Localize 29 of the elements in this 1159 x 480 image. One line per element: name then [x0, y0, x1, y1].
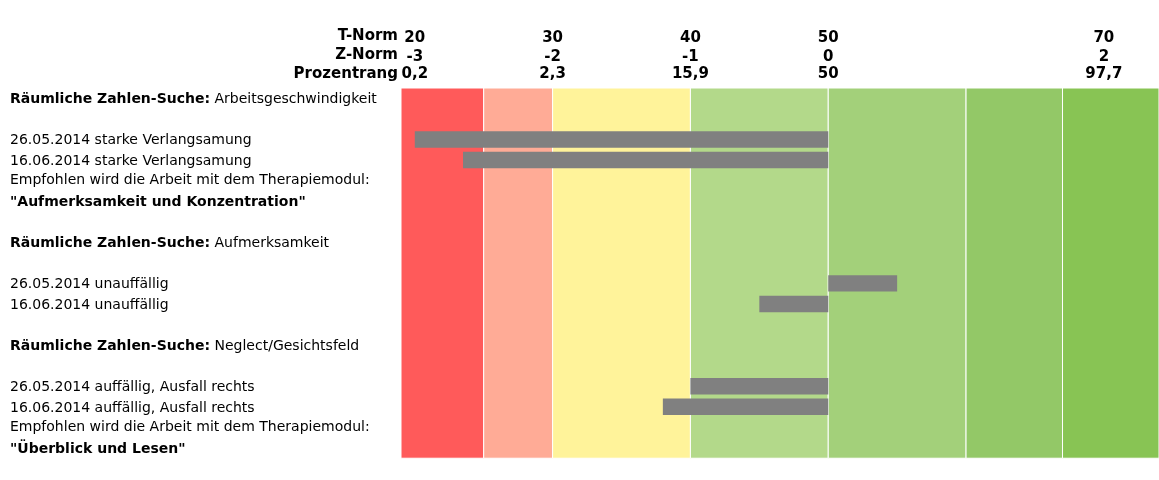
text: 2,3: [539, 63, 566, 82]
y-tick-label: 26.05.2014 unauffällig: [10, 275, 169, 292]
text: 50: [817, 63, 839, 82]
x2-tick-label: -3: [406, 46, 424, 65]
x-tick-label: 30: [542, 27, 564, 46]
text: 15,9: [671, 63, 709, 82]
x2-tick-label: -2: [544, 46, 561, 65]
x-tick-label: 50: [817, 27, 839, 46]
text: 97,7: [1085, 63, 1123, 82]
y-tick-label: 16.06.2014 unauffällig: [10, 295, 169, 312]
x-axis-title: T-Norm: [337, 25, 398, 44]
x-tick-label: 20: [404, 27, 426, 46]
x-tick-label: 40: [679, 27, 701, 46]
x2-tick-label: 0: [823, 46, 834, 65]
y-tick-label: Empfohlen wird die Arbeit mit dem Therapiemodul: "Aufmerksamkeit und Konzentration": [10, 171, 370, 210]
x2-axis-title: Z-Norm: [335, 44, 399, 63]
text: 0,2: [401, 63, 429, 82]
y-tick-label: Räumliche Zahlen-Suche: Neglect/Gesichtsfeld: [10, 337, 360, 354]
y-tick-label: 26.05.2014 auffällig, Ausfall rechts: [10, 378, 255, 395]
x2-tick-label: 2: [1098, 46, 1110, 65]
y-tick-label: Räumliche Zahlen-Suche: Arbeitsgeschwindigkeit: [10, 90, 378, 107]
x2-tick-label: -1: [682, 46, 699, 65]
x-tick-label: 70: [1093, 27, 1115, 46]
y-tick-label: Empfohlen wird die Arbeit mit dem Therapiemodul: "Überblick und Lesen": [10, 418, 370, 456]
y-tick-label: Räumliche Zahlen-Suche: Aufmerksamkeit: [10, 234, 330, 251]
y-tick-label: 26.05.2014 starke Verlangsamung: [10, 131, 252, 148]
y-tick-label: 16.06.2014 auffällig, Ausfall rechts: [10, 398, 255, 415]
text: Prozentrang: [293, 63, 399, 82]
y-tick-label: 16.06.2014 starke Verlangsamung: [10, 151, 252, 168]
